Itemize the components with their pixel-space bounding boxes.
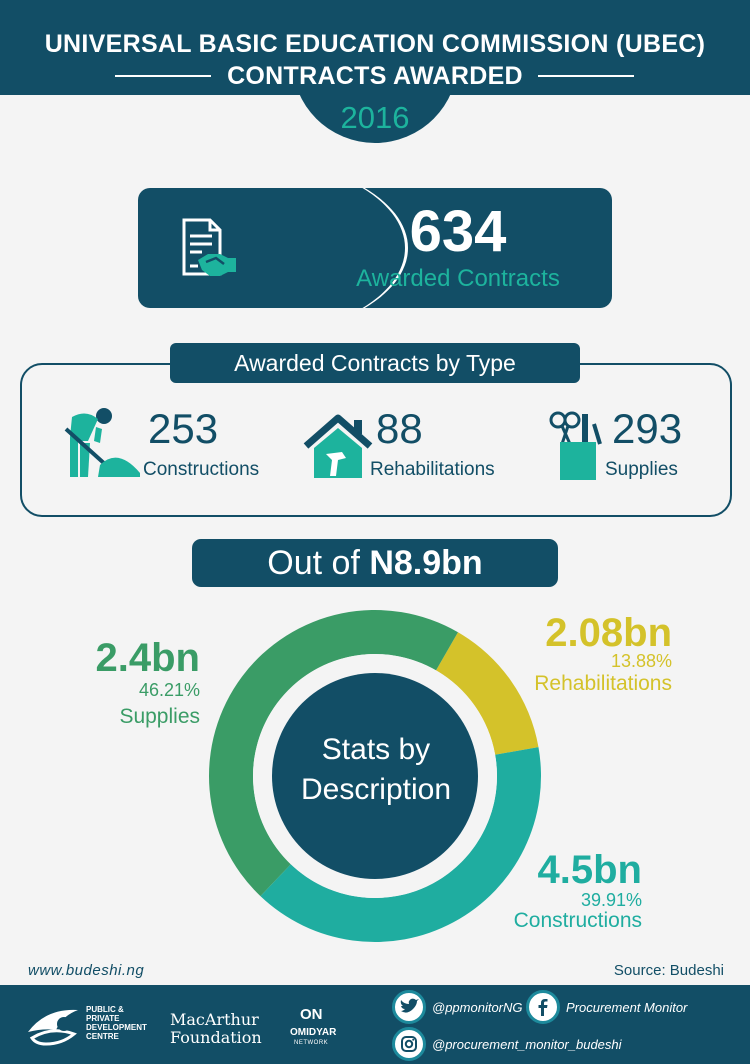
twitter-bird-icon: [400, 998, 419, 1013]
contracts-by-type-heading: Awarded Contracts by Type: [170, 343, 580, 383]
total-value-heading: Out of N8.9bn: [192, 539, 558, 587]
ppdc-logo-icon: [28, 1009, 78, 1046]
rehabilitations-label: Rehabilitations: [370, 459, 495, 480]
instagram-handle[interactable]: @procurement_monitor_budeshi: [432, 1037, 622, 1052]
total-value-prefix: Out of: [267, 544, 360, 582]
rehabilitations-slice-label: Rehabilitations: [534, 672, 672, 695]
donut-center-line1: Stats by: [321, 733, 431, 766]
stationery-cup-icon: [549, 411, 602, 480]
constructions-count: 253: [148, 405, 219, 452]
footer-band: [0, 985, 750, 1064]
rehabilitations-percent-label: 13.88%: [610, 651, 672, 671]
rehabilitations-amount-label: 2.08bn: [545, 611, 672, 655]
total-contracts-label: Awarded Contracts: [356, 265, 560, 292]
donut-slice-constructions: [260, 747, 541, 942]
total-contracts-card: 634 Awarded Contracts: [138, 188, 612, 308]
donut-center-label: Stats by Description: [276, 730, 476, 810]
supplies-percent-label: 46.21%: [138, 680, 200, 700]
macarthur-line1: MacArthur: [170, 1010, 259, 1029]
twitter-handle[interactable]: @ppmonitorNG: [432, 1000, 523, 1015]
constructions-slice-label: Constructions: [513, 909, 642, 932]
house-hammer-icon: [303, 414, 373, 478]
worker-shovel-icon: [64, 408, 140, 477]
page-subtitle: CONTRACTS AWARDED: [227, 62, 523, 90]
instagram-icon[interactable]: [392, 1027, 426, 1061]
omidyar-mark: ON: [300, 1006, 323, 1023]
donut-center-line2: Description: [300, 773, 452, 806]
constructions-amount-label: 4.5bn: [537, 848, 642, 892]
supplies-label: Supplies: [605, 459, 678, 480]
macarthur-line2: Foundation: [170, 1028, 262, 1047]
omidyar-network: NETWORK: [294, 1040, 329, 1046]
total-contracts-count: 634: [409, 199, 507, 264]
constructions-percent-label: 39.91%: [580, 890, 642, 910]
contract-handshake-icon: [182, 218, 236, 276]
website-link[interactable]: www.budeshi.ng: [28, 962, 145, 979]
rehabilitations-count: 88: [376, 405, 423, 452]
title-divider-right: [538, 75, 634, 77]
year-label: 2016: [340, 100, 410, 135]
facebook-page[interactable]: Procurement Monitor: [566, 1000, 688, 1015]
card-arc-divider: [138, 188, 408, 308]
facebook-icon[interactable]: [526, 990, 560, 1024]
title-divider-left: [115, 75, 211, 77]
facebook-f-icon: [538, 999, 548, 1016]
donut-slice-supplies: [209, 610, 458, 897]
twitter-icon[interactable]: [392, 990, 426, 1024]
supplies-amount-label: 2.4bn: [95, 636, 200, 680]
macarthur-logo: MacArthur Foundation: [170, 1011, 262, 1047]
source-note: Source: Budeshi: [613, 962, 724, 979]
supplies-slice-label: Supplies: [119, 705, 200, 728]
omidyar-name: OMIDYAR: [290, 1027, 337, 1038]
total-value-amount: N8.9bn: [369, 544, 483, 582]
donut-slice-rehabilitations: [436, 632, 539, 755]
ppdc-logo-text: PUBLIC & PRIVATE DEVELOPMENT CENTRE: [86, 1005, 147, 1041]
supplies-count: 293: [612, 405, 683, 452]
instagram-camera-icon: [401, 1036, 417, 1052]
constructions-label: Constructions: [143, 459, 260, 480]
donut-center-disc: [272, 673, 478, 879]
page-title: UNIVERSAL BASIC EDUCATION COMMISSION (UB…: [44, 30, 706, 58]
